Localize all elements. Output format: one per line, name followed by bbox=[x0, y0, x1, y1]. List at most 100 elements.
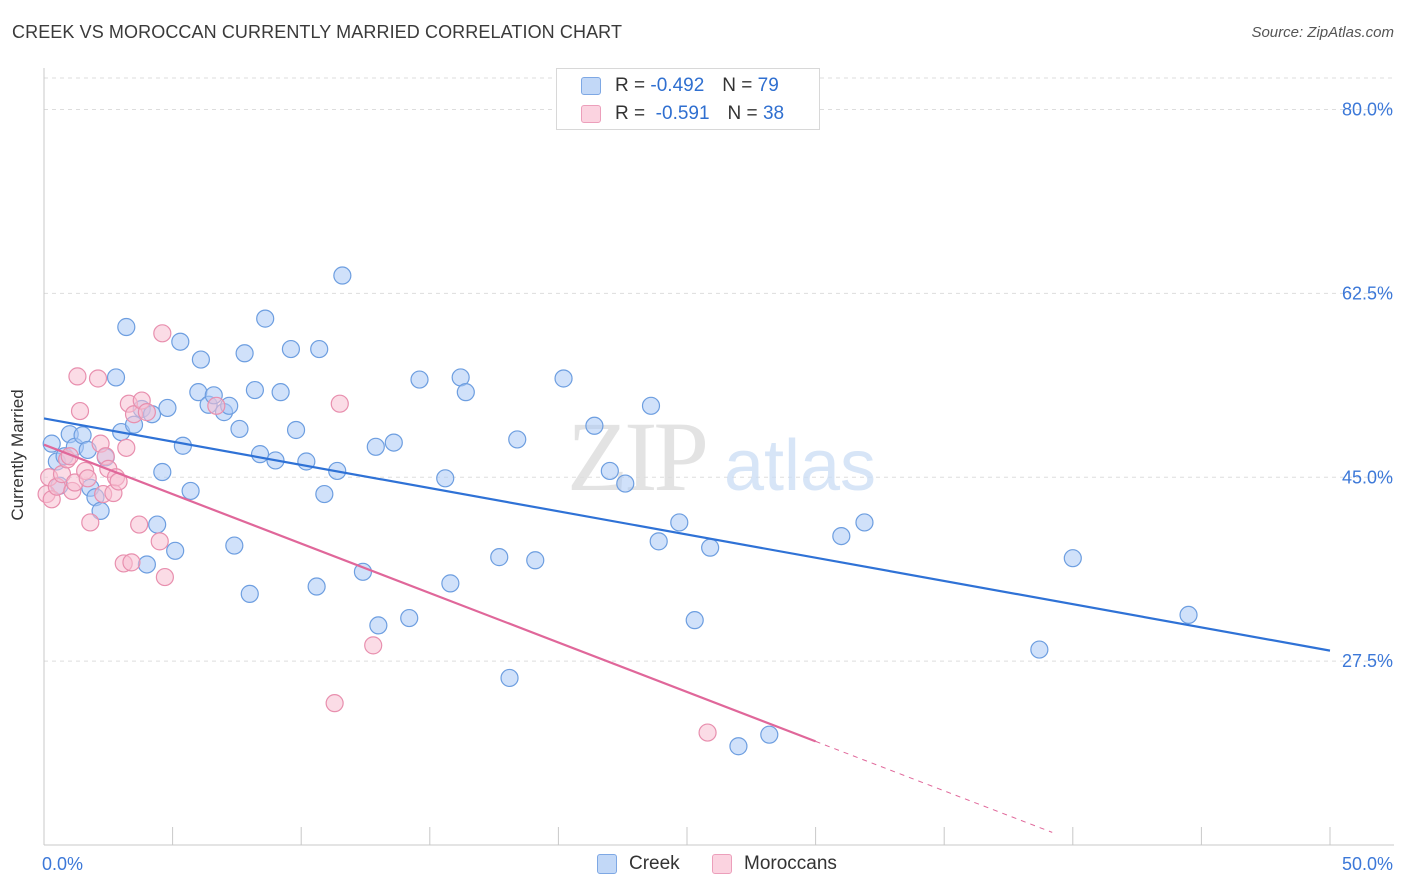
moroccan-point-13 bbox=[81, 513, 100, 532]
x-tick-label-1: 50.0% bbox=[1342, 854, 1393, 874]
watermark-atlas: atlas bbox=[724, 426, 876, 506]
creek-point-49 bbox=[353, 562, 373, 581]
creek-point-68 bbox=[649, 532, 668, 551]
creek-point-0 bbox=[42, 434, 61, 453]
creek-point-55 bbox=[436, 469, 455, 488]
creek-point-36 bbox=[245, 380, 265, 400]
creek-point-23 bbox=[171, 332, 190, 351]
creek-legend-swatch bbox=[597, 854, 617, 874]
creek-point-21 bbox=[158, 398, 177, 418]
axes bbox=[43, 68, 1394, 846]
creek-point-61 bbox=[508, 430, 527, 449]
legend-row-moroccans: R = -0.591 N = 38 bbox=[581, 102, 784, 126]
creek-point-20 bbox=[153, 462, 172, 482]
legend-row-creek: R = -0.492 N = 79 bbox=[581, 74, 779, 98]
legend-item-moroccans[interactable]: Moroccans bbox=[712, 852, 837, 876]
moroccan-point-9 bbox=[68, 367, 87, 386]
legend-r-value: -0.591 bbox=[655, 103, 710, 124]
legend-r-label: R = bbox=[615, 75, 646, 96]
creek-point-33 bbox=[230, 419, 249, 439]
y-tick-label-1: 62.5% bbox=[1342, 283, 1393, 303]
creek-point-52 bbox=[384, 433, 403, 452]
creek-point-77 bbox=[1063, 549, 1082, 568]
creek-point-46 bbox=[315, 484, 334, 504]
creek-point-50 bbox=[366, 437, 385, 456]
moroccan-point-25 bbox=[122, 553, 141, 572]
creek-point-41 bbox=[281, 339, 301, 359]
creek-point-64 bbox=[585, 416, 604, 435]
creek-point-25 bbox=[181, 481, 200, 501]
creek-point-72 bbox=[729, 737, 748, 756]
creek-point-44 bbox=[307, 577, 326, 596]
tick-labels: 80.0% 62.5% 45.0% 27.5% 0.0% 50.0% bbox=[42, 100, 1393, 874]
creek-point-27 bbox=[191, 350, 210, 369]
creek-point-60 bbox=[500, 668, 519, 688]
moroccan-trend-line-extension bbox=[815, 740, 1053, 833]
creek-point-34 bbox=[235, 344, 254, 363]
moroccan-point-37 bbox=[698, 723, 717, 742]
moroccan-legend-swatch bbox=[712, 854, 732, 874]
creek-point-17 bbox=[137, 555, 156, 574]
moroccan-points bbox=[37, 324, 717, 742]
legend-n-label: N = bbox=[727, 103, 758, 124]
chart-title: CREEK VS MOROCCAN CURRENTLY MARRIED CORR… bbox=[12, 22, 623, 42]
creek-point-38 bbox=[256, 309, 275, 328]
y-tick-label-2: 45.0% bbox=[1342, 467, 1393, 487]
creek-point-14 bbox=[117, 317, 136, 337]
creek-point-63 bbox=[554, 369, 573, 388]
legend-n-value: 79 bbox=[757, 75, 779, 96]
creek-point-62 bbox=[526, 551, 545, 570]
correlation-legend: R = -0.492 N = 79 R = -0.591 N = 38 bbox=[556, 68, 820, 130]
creek-point-54 bbox=[410, 370, 429, 389]
y-tick-label-3: 27.5% bbox=[1342, 651, 1393, 671]
creek-point-70 bbox=[685, 611, 704, 630]
moroccan-point-33 bbox=[207, 396, 226, 415]
creek-point-32 bbox=[225, 536, 244, 555]
moroccan-point-35 bbox=[330, 394, 349, 413]
x-tick-label-0: 0.0% bbox=[42, 854, 83, 874]
moroccan-point-31 bbox=[153, 324, 172, 343]
creek-swatch bbox=[581, 77, 601, 95]
moroccan-point-34 bbox=[325, 694, 344, 713]
creek-point-35 bbox=[240, 584, 259, 603]
creek-point-53 bbox=[400, 608, 419, 628]
creek-point-67 bbox=[641, 396, 661, 415]
legend-r-label: R = bbox=[615, 103, 646, 124]
creek-point-40 bbox=[271, 383, 290, 402]
creek-point-51 bbox=[369, 616, 388, 635]
y-tick-label-0: 80.0% bbox=[1342, 100, 1393, 120]
creek-point-75 bbox=[855, 513, 874, 532]
trend-lines bbox=[43, 417, 1331, 833]
creek-point-24 bbox=[173, 436, 192, 455]
legend-n-label: N = bbox=[722, 75, 753, 96]
creek-point-73 bbox=[760, 725, 779, 744]
legend-r-value: -0.492 bbox=[650, 75, 705, 96]
watermark-zip: ZIP bbox=[567, 401, 705, 512]
moroccan-swatch bbox=[581, 105, 601, 123]
creek-point-42 bbox=[286, 420, 306, 440]
creek-point-66 bbox=[616, 474, 635, 493]
creek-point-19 bbox=[148, 515, 167, 534]
creek-point-59 bbox=[490, 548, 509, 567]
watermark: ZIP atlas bbox=[567, 401, 876, 512]
moroccan-legend-label: Moroccans bbox=[744, 853, 837, 874]
chart-source: Source: ZipAtlas.com bbox=[1251, 24, 1394, 41]
creek-point-58 bbox=[456, 383, 475, 402]
legend-n-value: 38 bbox=[762, 103, 785, 124]
creek-trend-line bbox=[43, 417, 1331, 652]
moroccan-point-10 bbox=[70, 401, 90, 421]
creek-point-22 bbox=[166, 541, 185, 560]
creek-point-65 bbox=[600, 461, 619, 481]
moroccan-point-27 bbox=[130, 515, 149, 534]
creek-point-45 bbox=[310, 339, 329, 359]
creek-point-76 bbox=[1030, 640, 1049, 659]
moroccan-point-32 bbox=[155, 567, 174, 587]
creek-point-56 bbox=[441, 574, 460, 593]
creek-points bbox=[42, 266, 1198, 756]
legend-item-creek[interactable]: Creek bbox=[597, 852, 680, 876]
moroccan-point-29 bbox=[137, 403, 156, 422]
creek-point-71 bbox=[701, 538, 720, 557]
moroccan-point-23 bbox=[117, 438, 136, 457]
moroccan-point-36 bbox=[364, 636, 383, 655]
